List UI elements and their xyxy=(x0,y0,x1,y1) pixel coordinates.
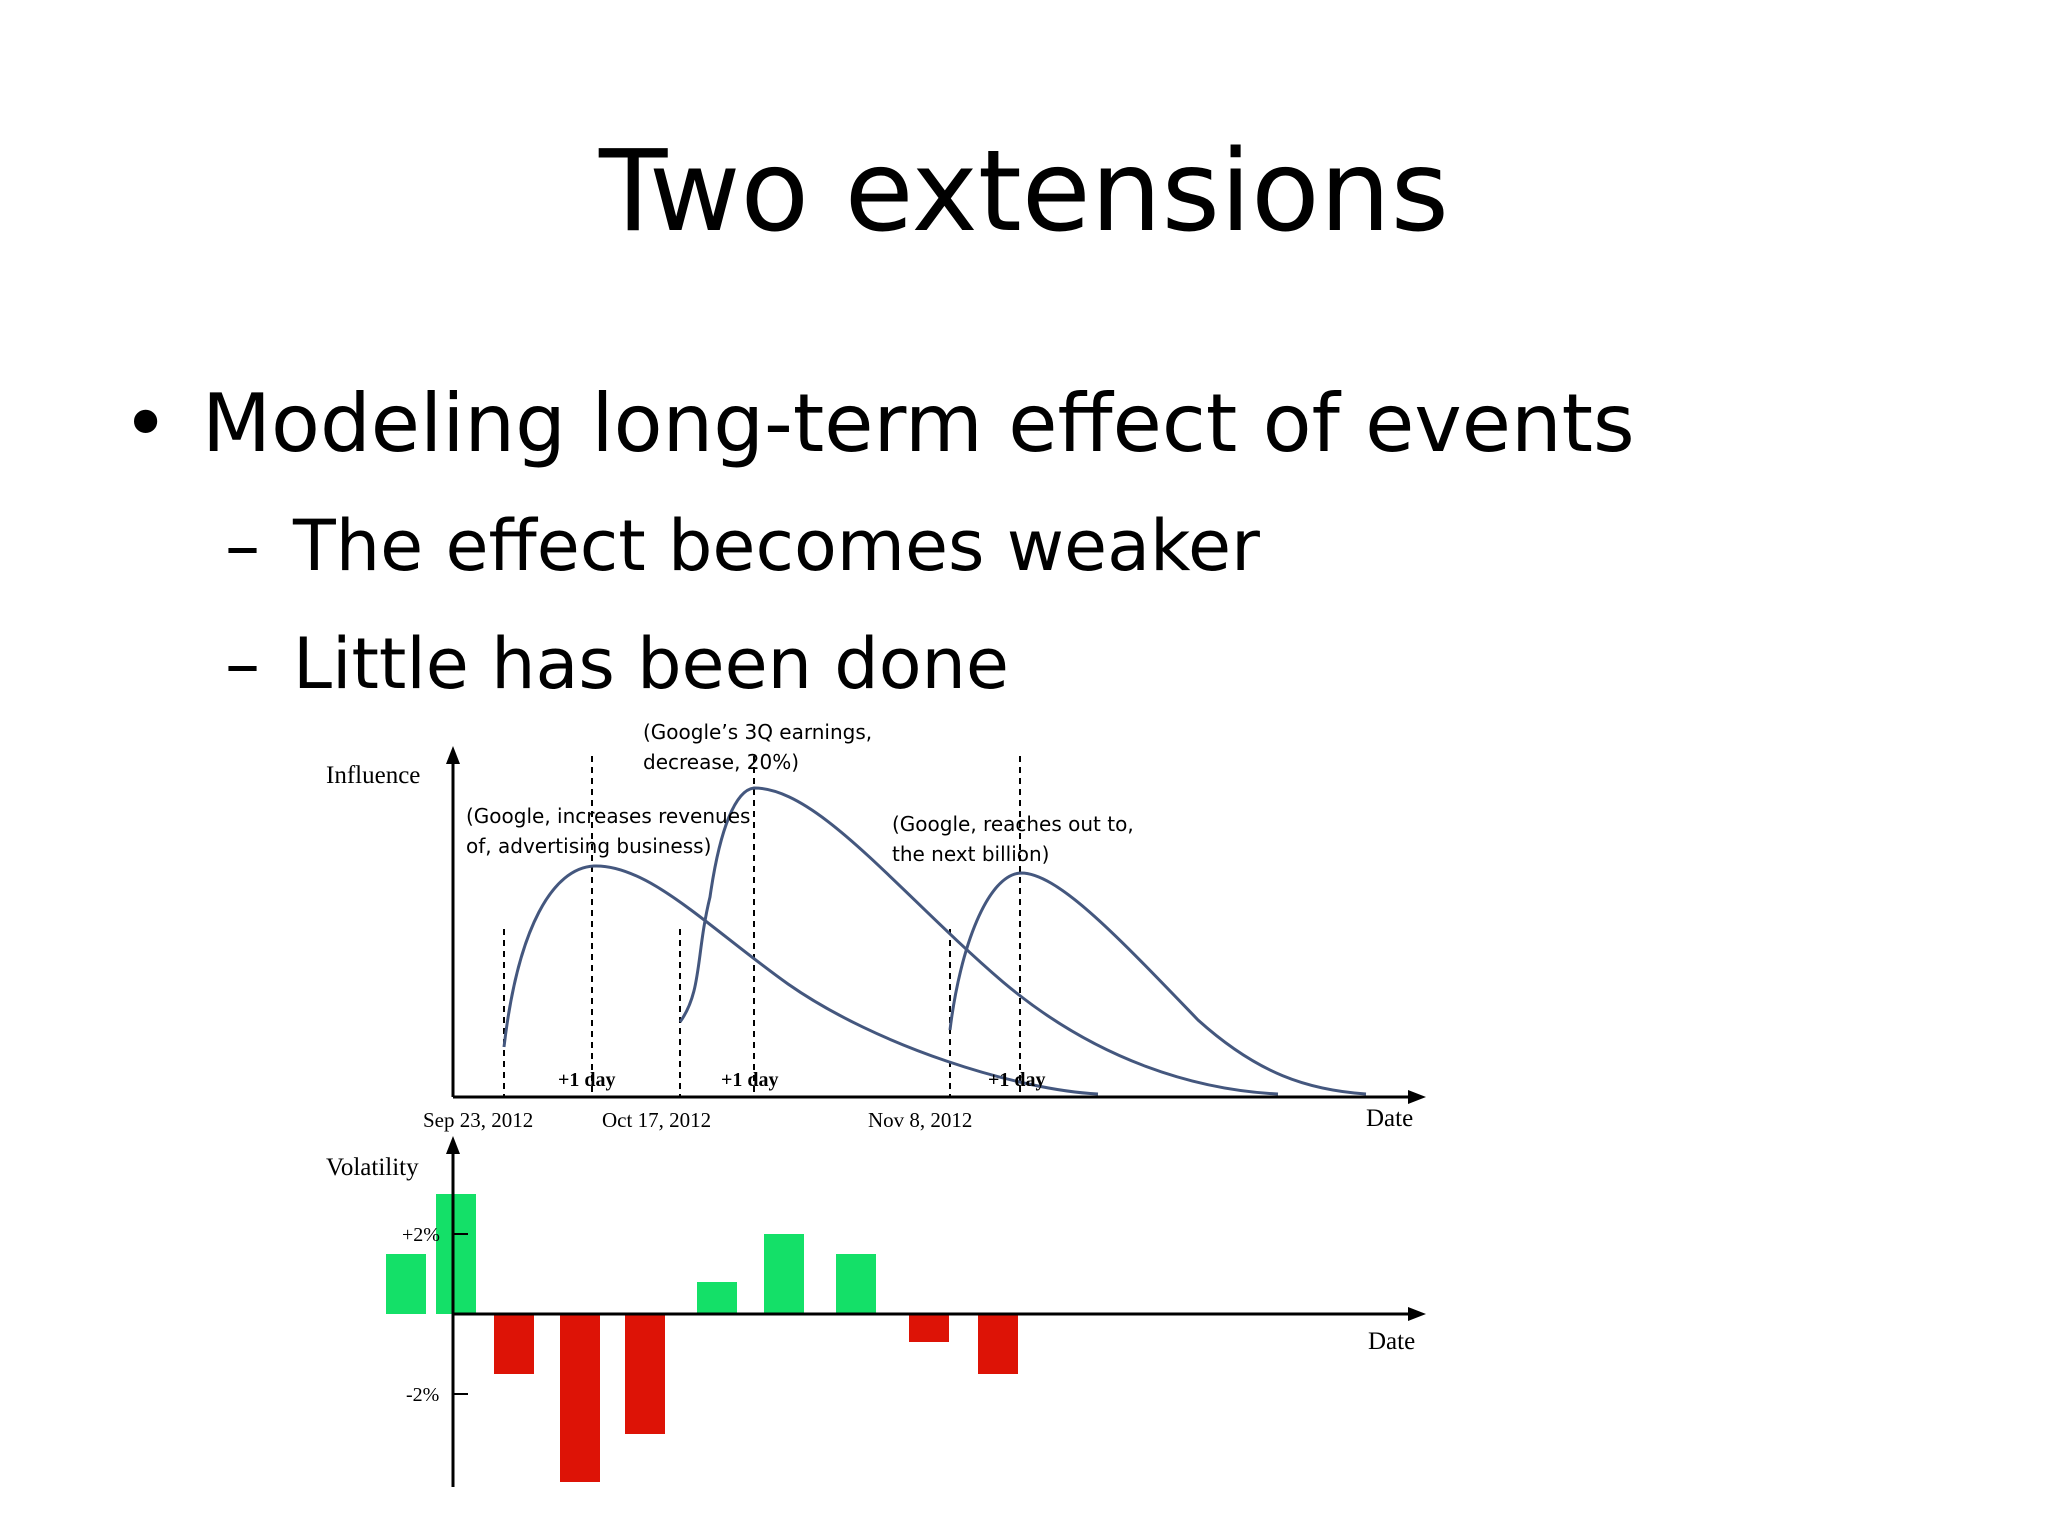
volatility-bar xyxy=(625,1314,665,1434)
influence-curve-3 xyxy=(948,871,1367,1096)
dash-glyph: – xyxy=(225,505,260,587)
bullet-item: • Modeling long-term effect of events xyxy=(122,380,1635,468)
annotation-3-line-2: the next billion) xyxy=(892,842,1049,866)
volatility-bar xyxy=(764,1234,804,1314)
influence-y-arrow xyxy=(446,746,460,764)
sub-bullet-text: Little has been done xyxy=(293,623,1009,705)
bullet-glyph: • xyxy=(122,377,170,470)
influence-curve-2 xyxy=(678,786,1279,1096)
influence-chart: Influence Date +1 day +1 day +1 day Sep … xyxy=(326,722,1426,1132)
annotation-3-line-1: (Google, reaches out to, xyxy=(892,812,1134,836)
volatility-bar xyxy=(494,1314,534,1374)
volatility-y-arrow xyxy=(446,1136,460,1154)
date-tick-3: Nov 8, 2012 xyxy=(868,1108,972,1132)
volatility-bar xyxy=(386,1254,426,1314)
volatility-bar xyxy=(436,1194,476,1314)
ytick-label-minus2: -2% xyxy=(406,1384,439,1406)
dash-glyph: – xyxy=(225,623,260,705)
day-marker-3: +1 day xyxy=(988,1069,1046,1091)
bullet-text: Modeling long-term effect of events xyxy=(202,377,1635,470)
annotation-1-line-1: (Google, increases revenues xyxy=(466,804,750,828)
volatility-bar xyxy=(978,1314,1018,1374)
ytick-label-plus2: +2% xyxy=(402,1224,440,1246)
event-effect-figure: Influence Date +1 day +1 day +1 day Sep … xyxy=(326,722,1426,1487)
annotation-2-line-2: decrease, 20%) xyxy=(643,750,799,774)
influence-x-arrow xyxy=(1408,1090,1426,1104)
sub-bullet-item: – The effect becomes weaker xyxy=(225,508,1260,585)
sub-bullet-text: The effect becomes weaker xyxy=(293,505,1260,587)
slide-title: Two extensions xyxy=(599,127,1449,257)
date-tick-2: Oct 17, 2012 xyxy=(602,1108,711,1132)
day-marker-2: +1 day xyxy=(721,1069,779,1091)
volatility-axis-label: Volatility xyxy=(326,1154,419,1181)
volatility-date-label: Date xyxy=(1368,1328,1415,1355)
annotation-2-line-1: (Google’s 3Q earnings, xyxy=(643,722,872,744)
volatility-bar xyxy=(909,1314,949,1342)
day-marker-1: +1 day xyxy=(558,1069,616,1091)
volatility-bar xyxy=(560,1314,600,1482)
sub-bullet-item: – Little has been done xyxy=(225,626,1009,703)
annotation-1-line-2: of, advertising business) xyxy=(466,834,711,858)
volatility-bar xyxy=(697,1282,737,1314)
volatility-chart: Volatility Date +2% -2% xyxy=(326,1136,1426,1487)
volatility-x-arrow xyxy=(1408,1307,1426,1321)
volatility-bar xyxy=(836,1254,876,1314)
volatility-bars xyxy=(386,1194,1018,1482)
influence-curve-1 xyxy=(502,864,1099,1096)
influence-axis-label: Influence xyxy=(326,762,420,789)
date-tick-1: Sep 23, 2012 xyxy=(423,1108,533,1132)
influence-date-label: Date xyxy=(1366,1105,1413,1132)
